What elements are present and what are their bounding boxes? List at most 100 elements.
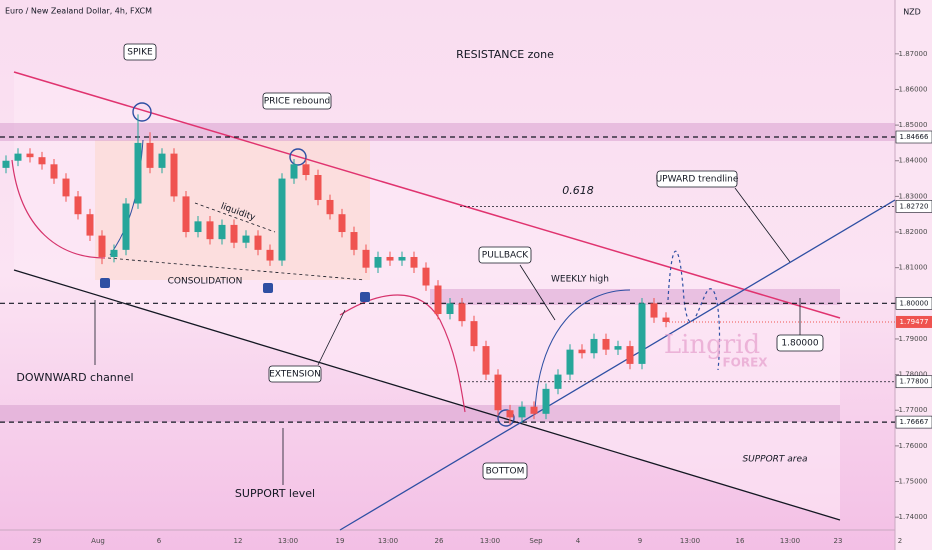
weekly-band [430,289,840,305]
label-box [262,92,332,110]
level-label: 1.76667 [900,418,929,426]
candle-body [134,142,142,204]
y-tick-label: 1.86000 [899,85,928,93]
candle-body [374,256,382,268]
candle-body [230,224,238,243]
resistance-band [0,123,895,141]
support-trendline [13,269,841,521]
candle-body [266,249,274,261]
x-tick-label: 13:00 [480,537,500,545]
x-tick-label: 13:00 [378,537,398,545]
y-tick-label: 1.82000 [899,228,928,236]
upward-trendline [339,199,896,531]
annotation: SPIKE [127,48,153,58]
projection-path [667,250,721,371]
x-tick-label: 13:00 [278,537,298,545]
candle-body [38,157,46,165]
label-box [478,246,532,264]
candle-body [338,214,346,233]
x-tick-label: Sep [529,537,543,545]
level-label-bg [895,200,932,213]
level-label: 1.77800 [900,378,929,386]
y-tick-label: 1.75000 [899,478,928,486]
candle-body [386,256,394,261]
y-tick-label: 1.79000 [899,335,928,343]
candle-body [590,338,598,354]
level-label-bg [895,415,932,429]
y-tick-label: 1.83000 [899,192,928,200]
candle-body [470,321,478,347]
annotation: RESISTANCE zone [456,48,554,61]
candle-body [326,199,334,215]
candle-body [566,349,574,375]
annotation: 1.80000 [781,339,818,349]
candle-body [506,410,514,418]
annotation: 0.618 [562,184,594,197]
candle-body [530,406,538,414]
candle-body [122,203,130,250]
highlight-circle [289,148,307,166]
level-label: 1.84666 [900,133,929,141]
candle-body [194,221,202,233]
label-box [656,170,738,188]
x-tick-label: 23 [834,537,843,545]
candle-body [482,346,490,375]
annotation: EXTENSION [269,370,321,380]
annotation: SUPPORT level [235,487,315,500]
candle-body [314,175,322,200]
candle-body [50,164,58,179]
candle-body [278,178,286,261]
x-tick-label: 4 [576,537,581,545]
annotation: PULLBACK [482,251,530,261]
x-tick-label: 16 [736,537,745,545]
level-label: 1.80000 [900,299,929,307]
x-tick-label: 12 [234,537,243,545]
y-tick-label: 1.74000 [899,513,928,521]
candle-body [662,317,670,322]
curve-arrow [339,294,466,413]
candle-body [518,406,526,418]
label-box [482,462,528,480]
candle-body [434,285,442,315]
candle-body [638,303,646,364]
currency-label: NZD [903,8,921,17]
annotation: DOWNWARD channel [16,371,133,384]
candle-body [494,374,502,411]
y-tick-label: 1.87000 [899,50,928,58]
candle-body [446,303,454,315]
y-tick-label: 1.81000 [899,264,928,272]
y-tick-label: 1.85000 [899,121,928,129]
candle-body [614,346,622,350]
candle-body [62,178,70,197]
price-axis-bg [895,0,932,550]
level-label-bg [895,375,932,389]
candle-body [182,196,190,233]
up-icon [100,278,110,288]
y-tick-label: 1.84000 [899,157,928,165]
annotation: UPWARD trendline [656,175,739,185]
level-label-bg [895,297,932,310]
callout-line [317,309,346,366]
up-icon [263,283,273,293]
x-tick-label: 13:00 [680,537,700,545]
candle-body [254,235,262,250]
last-price-bg [896,315,932,328]
liquidity-line [194,202,276,233]
candle-body [554,374,562,389]
y-tick-label: 1.76000 [899,442,928,450]
annotation: CONSOLIDATION [168,277,243,287]
annotation: BOTTOM [486,467,525,477]
highlight-circle [132,102,152,122]
y-tick-label: 1.78000 [899,371,928,379]
x-tick-label: 26 [435,537,444,545]
annotation: SUPPORT area [742,455,807,465]
annotation: PRICE rebound [264,97,331,107]
x-tick-label: Aug [91,537,105,545]
x-tick-label: 29 [33,537,42,545]
candle-body [578,349,586,354]
candle-body [290,164,298,179]
candle-body [170,153,178,197]
x-tick-label: 6 [157,537,162,545]
candle-body [98,235,106,257]
